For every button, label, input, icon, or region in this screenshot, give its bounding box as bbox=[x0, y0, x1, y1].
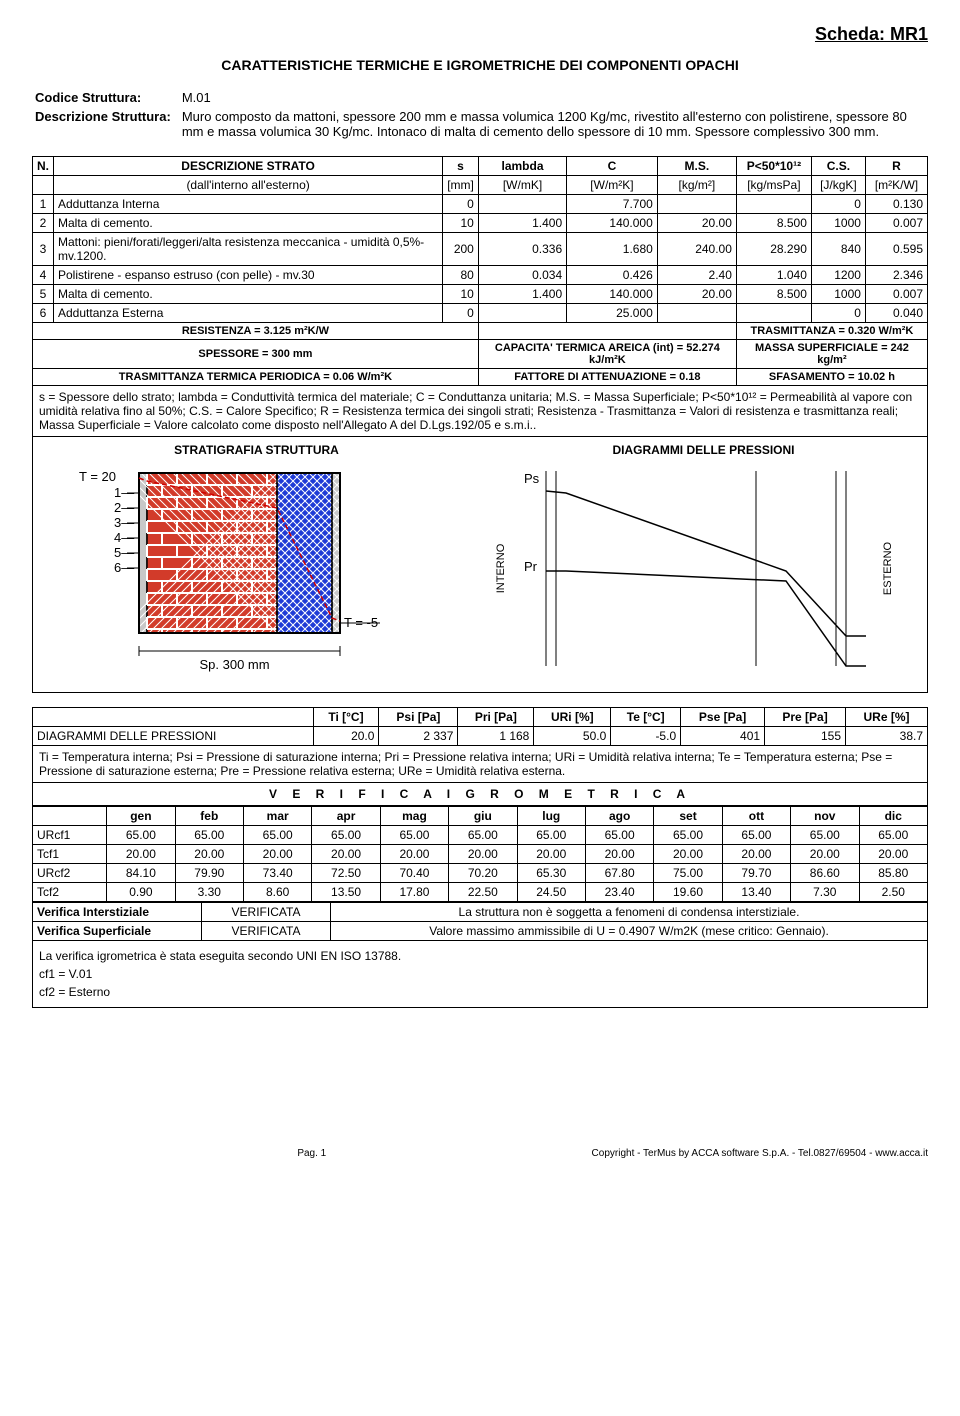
month-ott: ott bbox=[722, 807, 790, 826]
press-col-1: Psi [Pa] bbox=[379, 708, 458, 727]
month-feb: feb bbox=[175, 807, 243, 826]
sfasamento-cell: SFASAMENTO = 10.02 h bbox=[736, 369, 927, 386]
table-row: 6Adduttanza Esterna025.00000.040 bbox=[33, 304, 928, 323]
strati-sub-label: (dall'interno all'esterno) bbox=[54, 176, 443, 195]
strati-col-0: N. bbox=[33, 157, 54, 176]
strati-col-6: P<50*10¹² bbox=[736, 157, 811, 176]
massa-cell: MASSA SUPERFICIALE = 242 kg/m² bbox=[736, 340, 927, 369]
month-giu: giu bbox=[449, 807, 517, 826]
month-mar: mar bbox=[243, 807, 311, 826]
codice-label: Codice Struttura: bbox=[34, 89, 179, 106]
month-lug: lug bbox=[517, 807, 585, 826]
igro-table: genfebmaraprmaggiulugagosetottnovdic URc… bbox=[32, 806, 928, 902]
table-row: 5Malta di cemento.101.400140.00020.008.5… bbox=[33, 285, 928, 304]
codice-value: M.01 bbox=[181, 89, 926, 106]
igro-results: Verifica InterstizialeVERIFICATALa strut… bbox=[32, 902, 928, 941]
trasm-periodica-cell: TRASMITTANZA TERMICA PERIODICA = 0.06 W/… bbox=[33, 369, 479, 386]
strati-col-7: C.S. bbox=[811, 157, 865, 176]
strati-unit-3: [kg/m²] bbox=[657, 176, 736, 195]
strati-unit-1: [W/mK] bbox=[478, 176, 566, 195]
pressure-legend: Ti = Temperatura interna; Psi = Pression… bbox=[32, 746, 928, 783]
page-number: Pag. 1 bbox=[297, 1148, 326, 1159]
strati-unit-4: [kg/msPa] bbox=[736, 176, 811, 195]
descr-label: Descrizione Struttura: bbox=[34, 108, 179, 140]
press-col-7: URe [%] bbox=[846, 708, 928, 727]
table-row: 3Mattoni: pieni/forati/leggeri/alta resi… bbox=[33, 233, 928, 266]
table-row: URcf284.1079.9073.4072.5070.4070.2065.30… bbox=[33, 864, 928, 883]
fattore-cell: FATTORE DI ATTENUAZIONE = 0.18 bbox=[478, 369, 736, 386]
press-col-6: Pre [Pa] bbox=[765, 708, 846, 727]
strati-col-2: s bbox=[443, 157, 479, 176]
svg-text:Sp. 300 mm: Sp. 300 mm bbox=[200, 657, 270, 672]
strat-title: STRATIGRAFIA STRUTTURA bbox=[39, 443, 474, 457]
table-row: URcf165.0065.0065.0065.0065.0065.0065.00… bbox=[33, 826, 928, 845]
page-title: CARATTERISTICHE TERMICHE E IGROMETRICHE … bbox=[32, 57, 928, 73]
month-set: set bbox=[654, 807, 722, 826]
footer: Pag. 1 Copyright - TerMus by ACCA softwa… bbox=[32, 1148, 928, 1159]
strati-col-1: DESCRIZIONE STRATO bbox=[54, 157, 443, 176]
pressure-table: Ti [°C]Psi [Pa]Pri [Pa]URi [%]Te [°C]Pse… bbox=[32, 707, 928, 746]
table-row: Tcf20.903.308.6013.5017.8022.5024.5023.4… bbox=[33, 883, 928, 902]
table-row: 4Polistirene - espanso estruso (con pell… bbox=[33, 266, 928, 285]
press-col-0: Ti [°C] bbox=[313, 708, 379, 727]
strati-col-8: R bbox=[865, 157, 927, 176]
scheda-code: Scheda: MR1 bbox=[32, 24, 928, 45]
trasmittanza-cell: TRASMITTANZA = 0.320 W/m²K bbox=[736, 323, 927, 340]
month-dic: dic bbox=[859, 807, 928, 826]
month-mag: mag bbox=[380, 807, 448, 826]
spessore-cell: SPESSORE = 300 mm bbox=[33, 340, 479, 369]
descr-value: Muro composto da mattoni, spessore 200 m… bbox=[181, 108, 926, 140]
month-apr: apr bbox=[312, 807, 380, 826]
copyright: Copyright - TerMus by ACCA software S.p.… bbox=[592, 1148, 928, 1159]
svg-text:T = 20: T = 20 bbox=[79, 469, 116, 484]
month-gen: gen bbox=[107, 807, 175, 826]
table-row: 2Malta di cemento.101.400140.00020.008.5… bbox=[33, 214, 928, 233]
strati-unit-2: [W/m²K] bbox=[567, 176, 658, 195]
svg-text:ESTERNO: ESTERNO bbox=[882, 541, 894, 595]
press-col-4: Te [°C] bbox=[611, 708, 681, 727]
strati-unit-0: [mm] bbox=[443, 176, 479, 195]
svg-text:INTERNO: INTERNO bbox=[495, 543, 507, 593]
strati-legend: s = Spessore dello strato; lambda = Cond… bbox=[32, 386, 928, 437]
diagram-container: STRATIGRAFIA STRUTTURA T = 201—2—3—4—5—6… bbox=[32, 437, 928, 693]
strati-unit-6: [m²K/W] bbox=[865, 176, 927, 195]
strati-table: N.DESCRIZIONE STRATOslambdaCM.S.P<50*10¹… bbox=[32, 156, 928, 386]
press-col-2: Pri [Pa] bbox=[458, 708, 534, 727]
igro-title: V E R I F I C A I G R O M E T R I C A bbox=[32, 783, 928, 806]
igro-notes: La verifica igrometrica è stata eseguita… bbox=[32, 941, 928, 1008]
press-col-3: URi [%] bbox=[534, 708, 611, 727]
strati-unit-5: [J/kgK] bbox=[811, 176, 865, 195]
pressure-diagram: Ps Pr INTERNO ESTERNO bbox=[486, 463, 906, 673]
month-nov: nov bbox=[791, 807, 859, 826]
svg-text:Pr: Pr bbox=[524, 559, 538, 574]
press-row-label: DIAGRAMMI DELLE PRESSIONI bbox=[33, 727, 314, 746]
press-title: DIAGRAMMI DELLE PRESSIONI bbox=[486, 443, 921, 457]
press-col-5: Pse [Pa] bbox=[681, 708, 765, 727]
stratigraphy-diagram: T = 201—2—3—4—5—6—T = -5Sp. 300 mm bbox=[39, 463, 419, 683]
header-block: Codice Struttura: M.01 Descrizione Strut… bbox=[32, 87, 928, 142]
table-row: Tcf120.0020.0020.0020.0020.0020.0020.002… bbox=[33, 845, 928, 864]
strati-col-4: C bbox=[567, 157, 658, 176]
svg-text:Ps: Ps bbox=[524, 471, 540, 486]
resistenza-cell: RESISTENZA = 3.125 m²K/W bbox=[33, 323, 479, 340]
table-row: 1Adduttanza Interna07.70000.130 bbox=[33, 195, 928, 214]
month-ago: ago bbox=[585, 807, 653, 826]
capacita-cell: CAPACITA' TERMICA AREICA (int) = 52.274 … bbox=[478, 340, 736, 369]
strati-col-5: M.S. bbox=[657, 157, 736, 176]
strati-col-3: lambda bbox=[478, 157, 566, 176]
